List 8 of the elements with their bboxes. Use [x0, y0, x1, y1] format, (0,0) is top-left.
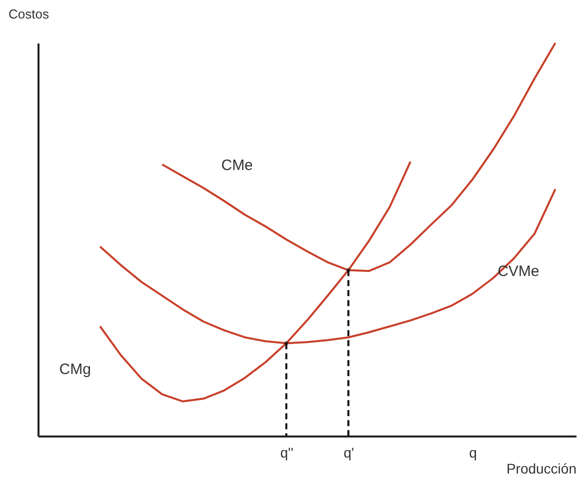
y-axis-title: Costos: [8, 6, 50, 22]
x-axis-title: Producción: [506, 460, 576, 476]
annotation: CMg: [59, 360, 91, 378]
annotation: CVMe: [498, 262, 540, 280]
x-tick-label: q: [469, 444, 477, 460]
annotation: CMe: [221, 156, 253, 174]
x-tick-label: q'': [280, 444, 294, 460]
x-tick-label: q': [344, 444, 354, 460]
